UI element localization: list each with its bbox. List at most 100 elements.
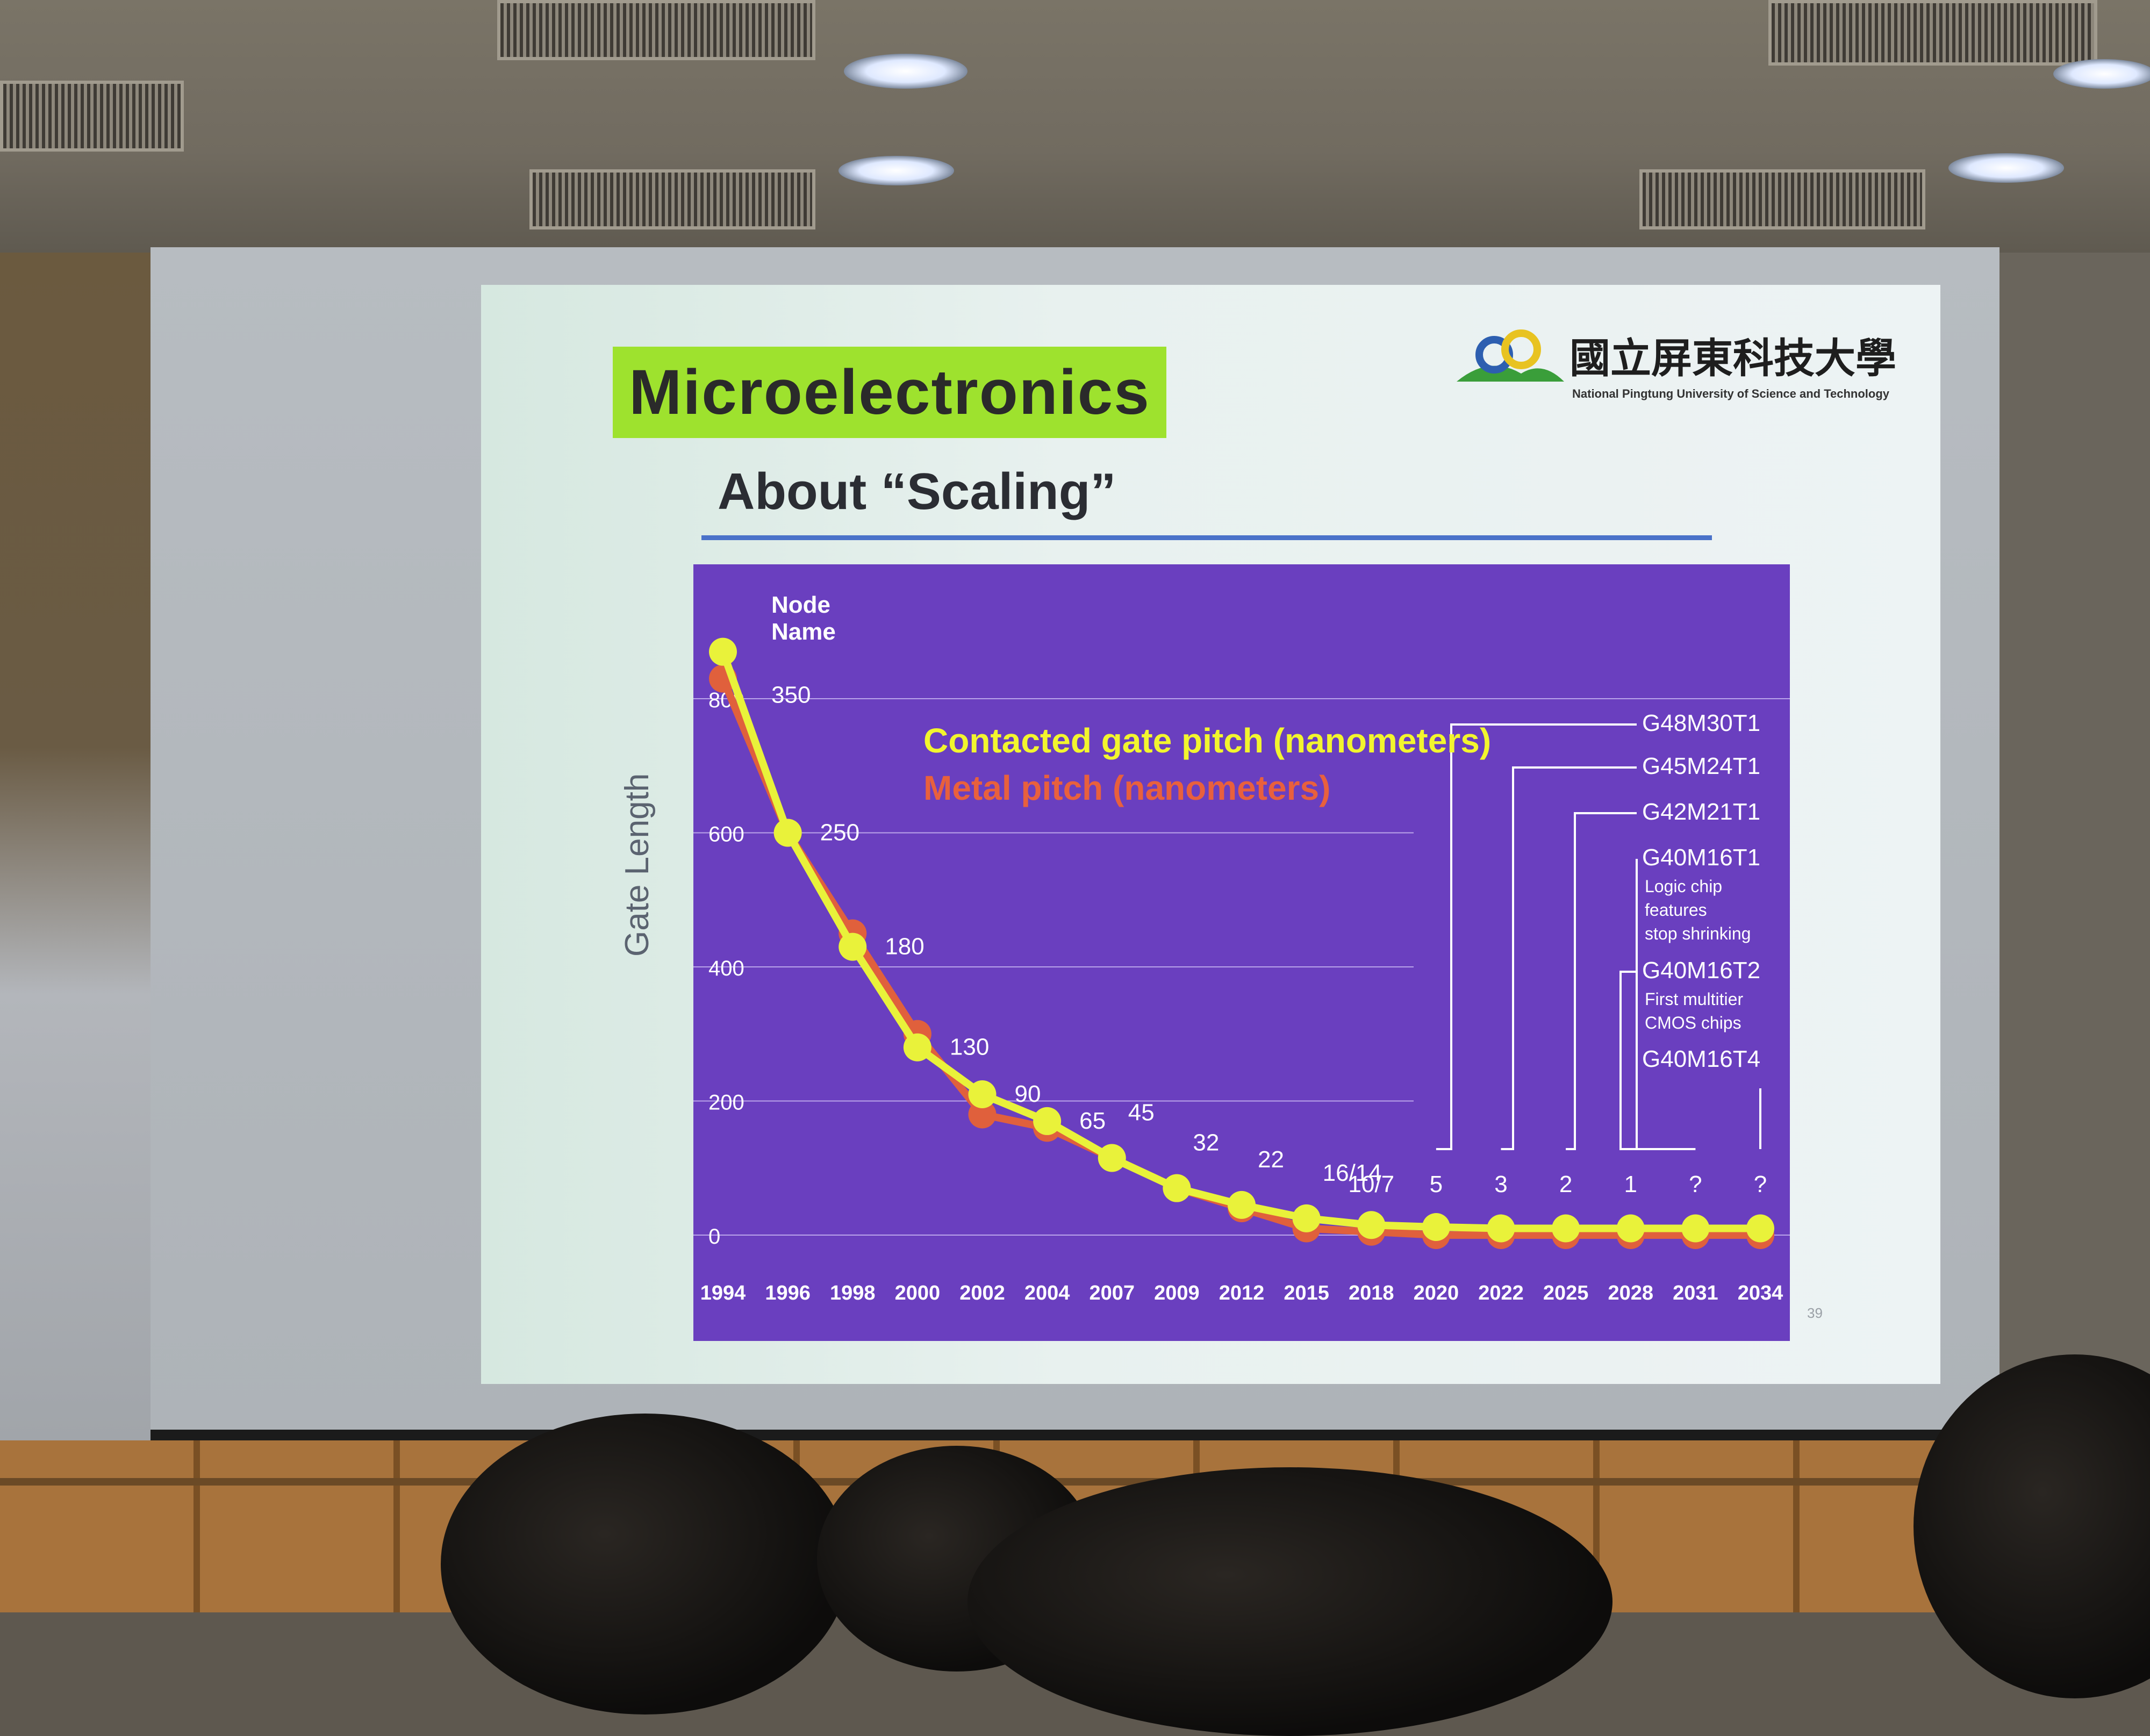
university-logo-icon — [1457, 329, 1564, 382]
data-point — [1681, 1214, 1710, 1243]
node-name-label: 1 — [1624, 1171, 1637, 1197]
y-tick-label: 400 — [708, 957, 744, 980]
data-point — [1487, 1214, 1515, 1243]
x-tick-label: 2004 — [1024, 1282, 1070, 1304]
ceiling-vent — [1639, 169, 1925, 229]
data-point — [968, 1100, 997, 1129]
node-header: Node — [771, 592, 830, 618]
node-name-label: 22 — [1258, 1146, 1284, 1173]
legend-metal-pitch: Metal pitch (nanometers) — [923, 769, 1330, 807]
data-point — [709, 637, 737, 666]
node-name-label: 350 — [771, 682, 811, 708]
data-point — [1033, 1107, 1062, 1135]
x-tick-label: 2034 — [1738, 1282, 1783, 1304]
node-name-label: 10/7 — [1348, 1171, 1394, 1197]
data-point — [838, 932, 867, 961]
ceiling-light — [2053, 59, 2150, 89]
slide-title-box: Microelectronics — [613, 347, 1166, 438]
annotation-note: Logic chip — [1645, 877, 1722, 896]
slide-title: Microelectronics — [629, 357, 1150, 428]
y-tick-label: 0 — [708, 1225, 720, 1249]
annotation-connector — [1566, 812, 1637, 1150]
ceiling-light — [1948, 153, 2064, 183]
annotation-label: G40M16T1 — [1642, 844, 1760, 871]
data-point — [1357, 1211, 1386, 1239]
node-name-label: 32 — [1193, 1130, 1219, 1156]
data-point — [1746, 1214, 1774, 1243]
node-name-label: ? — [1689, 1171, 1702, 1197]
node-name-label: 2 — [1559, 1171, 1572, 1197]
x-tick-label: 1998 — [830, 1282, 876, 1304]
ceiling-vent — [1768, 0, 2097, 66]
x-tick-label: 2007 — [1089, 1282, 1135, 1304]
x-tick-label: 2020 — [1414, 1282, 1459, 1304]
university-name-en: National Pingtung University of Science … — [1572, 387, 1890, 400]
subtitle-underline — [701, 535, 1712, 540]
annotation-note: CMOS chips — [1645, 1013, 1742, 1032]
node-name-label: 3 — [1494, 1171, 1507, 1197]
annotation-label: G48M30T1 — [1642, 710, 1760, 736]
slide-subtitle: About “Scaling” — [718, 463, 1116, 520]
left-wall — [0, 253, 161, 1489]
data-point — [903, 1033, 931, 1061]
node-name-label: 130 — [950, 1034, 989, 1060]
x-tick-label: 2018 — [1349, 1282, 1394, 1304]
ceiling-light — [844, 54, 968, 89]
x-tick-label: 2022 — [1478, 1282, 1524, 1304]
right-wall — [1989, 253, 2150, 1489]
x-tick-label: 2031 — [1673, 1282, 1718, 1304]
annotation-note: First multitier — [1645, 989, 1743, 1009]
audience-head — [441, 1414, 849, 1715]
node-name-label: 250 — [820, 820, 859, 846]
page-number: 39 — [1807, 1305, 1823, 1321]
x-tick-label: 1994 — [700, 1282, 746, 1304]
legend-gate-pitch: Contacted gate pitch (nanometers) — [923, 721, 1491, 760]
annotation-connector — [1501, 766, 1637, 1150]
annotation-label: G45M24T1 — [1642, 753, 1760, 779]
x-tick-label: 2000 — [895, 1282, 941, 1304]
annotation-label: G40M16T2 — [1642, 957, 1760, 984]
annotation-label: G40M16T4 — [1642, 1046, 1760, 1072]
x-tick-label: 2015 — [1284, 1282, 1329, 1304]
annotation-connector — [1436, 723, 1637, 1150]
x-tick-label: 2002 — [959, 1282, 1005, 1304]
node-name-label: 180 — [885, 934, 924, 960]
x-tick-label: 2012 — [1219, 1282, 1265, 1304]
data-point — [1292, 1204, 1321, 1232]
node-name-label: ? — [1754, 1171, 1767, 1197]
data-point — [1228, 1190, 1256, 1219]
data-point — [773, 819, 802, 847]
node-name-label: 16/14 — [1323, 1160, 1382, 1186]
node-name-label: 5 — [1430, 1171, 1443, 1197]
y-axis-label: Gate Length — [619, 773, 656, 957]
y-tick-label: 200 — [708, 1091, 744, 1115]
node-name-label: 90 — [1015, 1081, 1041, 1107]
x-tick-label: 2025 — [1543, 1282, 1589, 1304]
annotation-note: stop shrinking — [1645, 924, 1751, 943]
ceiling-vent — [497, 0, 815, 60]
wall-rail — [0, 1478, 2150, 1486]
annotation-label: G42M21T1 — [1642, 799, 1760, 825]
data-point — [1098, 1144, 1126, 1172]
ceiling-vent — [0, 81, 184, 152]
annotation-note: features — [1645, 900, 1707, 920]
x-tick-label: 1996 — [765, 1282, 811, 1304]
ceiling-light — [838, 156, 954, 185]
x-tick-label: 2028 — [1608, 1282, 1653, 1304]
y-tick-label: 600 — [708, 823, 744, 847]
data-point — [1163, 1174, 1191, 1202]
node-header: Name — [771, 619, 836, 645]
data-point — [1616, 1214, 1645, 1243]
ceiling-vent — [529, 169, 815, 229]
university-name-cn: 國立屏東科技大學 — [1570, 334, 1896, 382]
data-point — [1552, 1214, 1580, 1243]
data-point — [968, 1080, 997, 1109]
node-name-label: 65 — [1079, 1108, 1106, 1134]
ceiling — [0, 0, 2150, 253]
data-point — [1422, 1213, 1450, 1242]
x-tick-label: 2009 — [1154, 1282, 1200, 1304]
node-name-label: 45 — [1128, 1100, 1155, 1126]
annotation-connector — [1619, 971, 1696, 1150]
audience-head — [968, 1467, 1612, 1736]
